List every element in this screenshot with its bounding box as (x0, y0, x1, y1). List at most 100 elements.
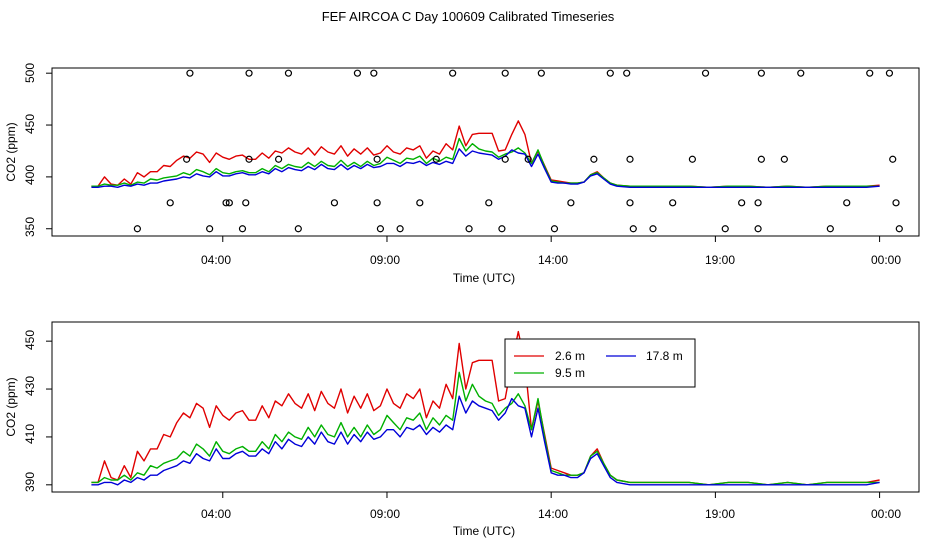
calibration-point (537, 69, 545, 77)
calibration-point (738, 199, 746, 207)
calibration-point (225, 199, 233, 207)
calibration-point (567, 199, 575, 207)
calibration-point (757, 155, 765, 163)
bottom-series-group (91, 330, 880, 486)
calibration-point (353, 69, 362, 77)
calibration-point (498, 225, 506, 233)
bottom-y-axis-label: CO2 (ppm) (4, 377, 18, 436)
calibration-point (370, 69, 378, 77)
bottom-plot-frame (51, 321, 920, 493)
calibration-point (550, 225, 559, 233)
top-xtick-label: 04:00 (201, 253, 231, 267)
top-ytick-label: 400 (23, 165, 37, 185)
calibration-point (754, 199, 762, 207)
calibration-point (626, 155, 634, 163)
calibration-point (524, 155, 532, 163)
top-y-ticks (46, 72, 52, 230)
calibration-point (885, 69, 894, 77)
calibration-point (449, 69, 457, 77)
bottom-xtick-label: 19:00 (705, 507, 735, 521)
calibration-point (501, 69, 509, 77)
calibration-point (133, 225, 141, 233)
calibration-point (606, 69, 614, 77)
bottom-xtick-label: 14:00 (538, 507, 568, 521)
calibration-point (373, 155, 381, 163)
legend-label-17-8m: 17.8 m (646, 349, 683, 363)
top-xtick-label: 00:00 (871, 253, 901, 267)
calibration-point (396, 225, 404, 233)
top-ytick-label: 450 (23, 114, 37, 134)
calibration-point (294, 225, 302, 233)
top-plot: 04:00 09:00 14:00 19:00 00:00 Time (UTC)… (4, 63, 920, 285)
bottom-y-ticks (46, 340, 52, 486)
bottom-xtick-label: 09:00 (370, 507, 400, 521)
calibration-point (485, 199, 493, 207)
bottom-x-ticks (222, 492, 881, 498)
calibration-point (245, 69, 253, 77)
top-series-9-5-m (91, 137, 880, 188)
top-calibration-points (133, 69, 903, 233)
top-xtick-label: 19:00 (705, 253, 735, 267)
figure-title: FEF AIRCOA C Day 100609 Calibrated Times… (321, 9, 615, 24)
bottom-xtick-label: 04:00 (201, 507, 231, 521)
legend-label-2-6m: 2.6 m (555, 349, 585, 363)
top-series-group (91, 120, 880, 188)
calibration-point (797, 69, 805, 77)
calibration-point (465, 225, 473, 233)
bottom-plot: 04:00 09:00 14:00 19:00 00:00 Time (UTC)… (4, 321, 920, 538)
top-x-axis-label: Time (UTC) (453, 271, 515, 285)
bottom-x-axis-label: Time (UTC) (453, 524, 515, 538)
calibration-point (373, 199, 381, 207)
legend-label-9-5m: 9.5 m (555, 366, 585, 380)
calibration-point (649, 225, 657, 233)
calibration-point (754, 225, 762, 233)
calibration-point (629, 225, 637, 233)
top-series-17-8-m (91, 148, 880, 188)
top-plot-frame (51, 67, 920, 237)
legend: 2.6 m 9.5 m 17.8 m (504, 338, 696, 388)
calibration-point (501, 155, 509, 163)
legend-box (504, 338, 696, 388)
top-xtick-label: 09:00 (370, 253, 400, 267)
bottom-series-17-8-m (91, 395, 880, 486)
calibration-point (275, 155, 283, 163)
calibration-point (780, 155, 788, 163)
calibration-point (892, 199, 900, 207)
calibration-point (238, 225, 247, 233)
bottom-xtick-label: 00:00 (871, 507, 901, 521)
calibration-point (626, 199, 634, 207)
top-ytick-label: 500 (23, 63, 37, 83)
calibration-point (895, 225, 903, 233)
calibration-point (757, 69, 765, 77)
calibration-point (206, 225, 214, 233)
top-y-axis-label: CO2 (ppm) (4, 122, 18, 181)
calibration-point (245, 155, 253, 163)
calibration-point (866, 69, 874, 77)
calibration-point (889, 155, 897, 163)
calibration-point (669, 199, 677, 207)
calibration-point (416, 199, 424, 207)
calibration-point (186, 69, 194, 77)
bottom-series-9-5-m (91, 371, 880, 486)
calibration-point (183, 155, 191, 163)
calibration-point (843, 199, 851, 207)
bottom-ytick-label: 390 (23, 472, 37, 492)
calibration-point (284, 69, 293, 77)
calibration-point (688, 155, 696, 163)
calibration-point (166, 199, 174, 207)
calibration-point (222, 199, 230, 207)
bottom-ytick-label: 410 (23, 424, 37, 444)
top-ytick-label: 350 (23, 217, 37, 237)
calibration-point (826, 225, 834, 233)
top-xtick-label: 14:00 (538, 253, 568, 267)
calibration-point (432, 155, 440, 163)
calibration-point (242, 199, 250, 207)
calibration-point (701, 69, 710, 77)
calibration-point (376, 225, 385, 233)
calibration-point (623, 69, 631, 77)
top-x-ticks (222, 236, 881, 242)
calibration-point (721, 225, 729, 233)
calibration-point (590, 155, 598, 163)
bottom-ytick-label: 450 (23, 330, 37, 350)
